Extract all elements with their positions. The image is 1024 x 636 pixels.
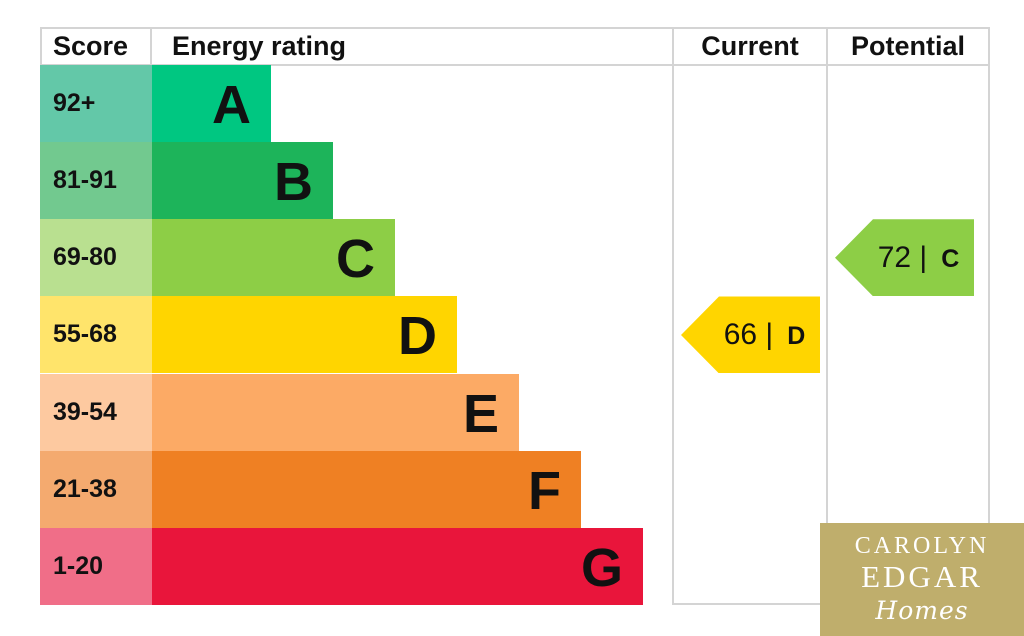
current-left-border (672, 27, 674, 605)
rating-letter-d: D (398, 306, 437, 367)
top-border (40, 27, 990, 29)
score-range-b: 81-91 (40, 142, 152, 220)
potential-rating-value: 72 (877, 241, 912, 275)
rating-bar-b: B (152, 142, 333, 220)
score-range-a: 92+ (40, 65, 152, 142)
potential-rating-label: 72 | C (863, 219, 974, 296)
rating-letter-a: A (212, 75, 251, 135)
rating-letter-f: F (528, 460, 561, 521)
rating-bar-f: F (152, 450, 581, 528)
logo-text-edgar: EDGAR (861, 559, 983, 594)
current-rating-label: 66 | D (709, 296, 820, 373)
potential-rating-band: C (941, 245, 960, 274)
potential-rating-arrow: 72 | C (835, 219, 974, 297)
header-current: Current (701, 31, 799, 61)
rating-bar-e: E (152, 373, 519, 451)
logo-text-homes: Homes (875, 596, 969, 625)
rating-bar-d: D (152, 296, 457, 374)
epc-chart: Score Energy rating Current Potential 92… (40, 27, 990, 605)
score-range-g: 1-20 (40, 527, 152, 605)
rating-letter-c: C (336, 229, 375, 290)
header-score: Score (53, 31, 129, 61)
score-range-f: 21-38 (40, 450, 152, 528)
header-energy-rating: Energy rating (172, 31, 347, 61)
rating-bar-g: G (152, 527, 643, 605)
score-divider (150, 27, 152, 65)
carolyn-edgar-homes-logo: CAROLYN EDGAR Homes (820, 523, 1024, 636)
score-range-e: 39-54 (40, 373, 152, 451)
potential-left-border (826, 27, 828, 605)
potential-rating-separator: | (919, 241, 928, 275)
rating-bar-c: C (152, 219, 395, 297)
current-rating-value: 66 (723, 318, 758, 352)
header-divider (40, 64, 990, 66)
rating-bar-a: A (152, 65, 271, 142)
header-potential: Potential (850, 31, 965, 61)
score-range-d: 55-68 (40, 296, 152, 374)
right-border (988, 27, 990, 605)
rating-letter-b: B (274, 152, 313, 213)
left-border (40, 27, 42, 65)
logo-text-carolyn: CAROLYN (854, 533, 990, 559)
score-range-c: 69-80 (40, 219, 152, 297)
current-rating-arrow: 66 | D (681, 296, 820, 374)
current-rating-separator: | (765, 318, 774, 352)
rating-letter-e: E (462, 383, 499, 444)
rating-letter-g: G (580, 537, 623, 598)
current-rating-band: D (787, 322, 806, 351)
